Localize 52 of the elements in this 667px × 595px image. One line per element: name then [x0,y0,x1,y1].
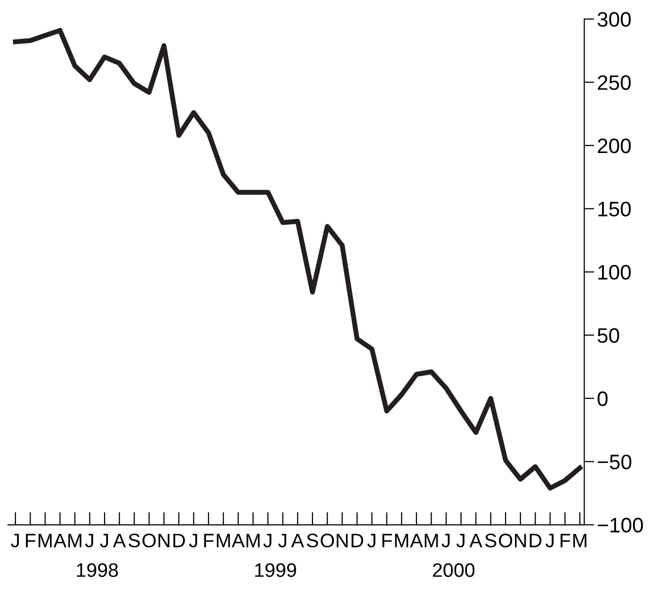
x-tick-label: D [530,534,542,548]
x-tick-label: S [306,534,318,548]
text: 1998 [76,563,118,578]
x-tick-label: M [395,534,408,548]
x-tick-label: S [128,534,140,548]
y-tick-label: −50 [598,454,632,470]
y-tick-label: 150 [598,202,631,216]
x-tick-label: J [189,534,198,548]
y-tick-label: 250 [598,75,631,90]
y-tick-label: 0 [598,391,608,406]
x-tick-label: A [232,534,245,548]
x-tick-label: A [54,534,66,548]
x-tick-label: F [204,534,214,548]
y-tick-label: 100 [598,264,631,280]
x-tick-label: A [410,534,423,548]
x-tick-label: N [515,534,526,548]
x-tick-label: F [560,534,570,548]
y-tick-label: 200 [598,138,631,154]
y-tick-label: 300 [598,12,631,27]
x-tick-label: F [382,534,392,548]
x-tick-label: A [469,534,482,548]
x-tick-label: J [100,534,108,548]
x-tick-label: M [68,534,82,548]
x-tick-label: J [456,534,464,548]
x-tick-label: J [10,534,19,548]
x-tick-label: N [158,534,170,548]
line-series [13,28,582,491]
x-tick-label: J [442,534,450,548]
x-tick-label: O [498,534,512,548]
x-tick-label: M [38,534,52,548]
text: 1999 [255,563,296,578]
x-tick-label: J [367,534,376,548]
x-tick-label: F [26,534,36,548]
text: 2000 [432,563,474,578]
x-tick-label: M [424,534,438,548]
y-tick-label: 50 [598,328,620,343]
x-tick-label: D [173,534,185,548]
x-tick-label: J [546,534,554,548]
x-tick-label: J [85,534,94,548]
x-tick-label: O [142,534,156,548]
x-tick-label: J [263,534,272,548]
x-tick-label: J [278,534,286,548]
x-tick-label: M [246,534,260,548]
x-tick-label: A [112,534,126,548]
x-tick-label: A [291,534,304,548]
x-tick-label: M [216,534,230,548]
x-tick-label: D [352,534,364,548]
x-tick-label: O [320,534,334,548]
y-tick-label: −100 [598,518,643,533]
x-tick-label: S [485,534,496,548]
x-tick-label: M [573,534,586,548]
x-tick-label: N [336,534,348,548]
